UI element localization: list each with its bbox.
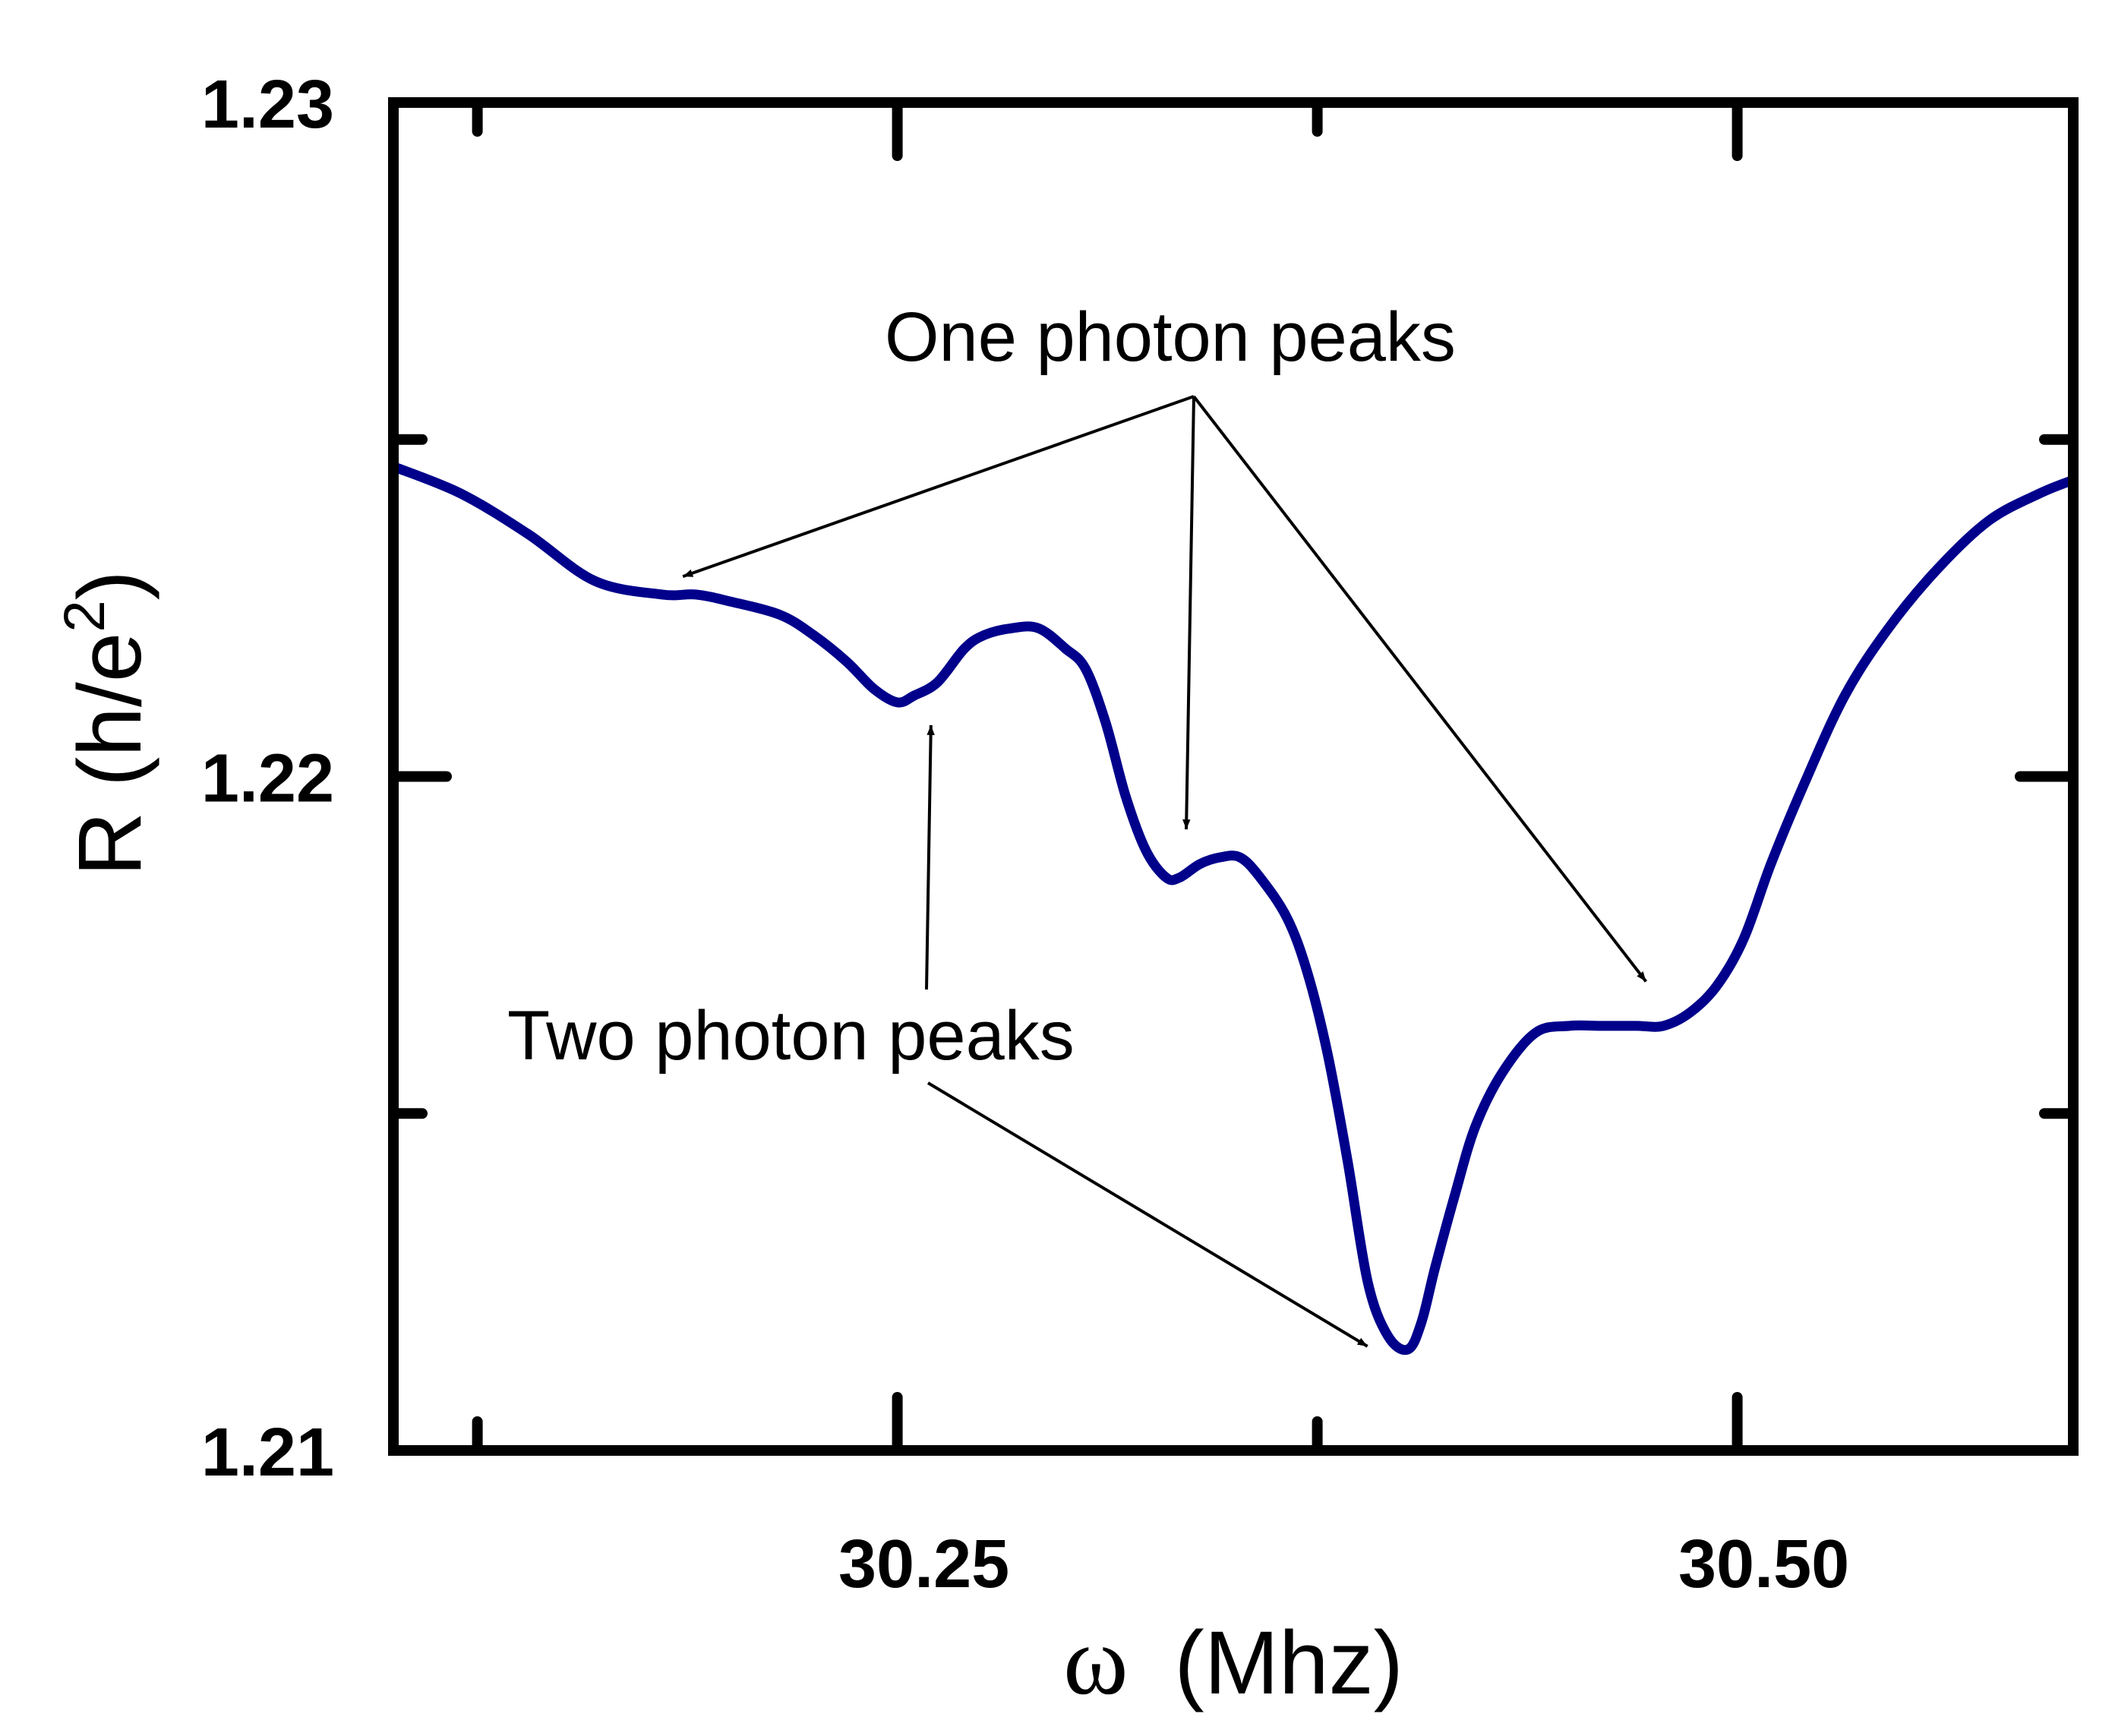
annotation-two-photon-arrow-0 <box>925 724 935 990</box>
y-axis-label-close: ) <box>60 570 160 600</box>
y-tick-label-0: 1.21 <box>201 1415 334 1491</box>
series-line-r <box>388 461 2079 1356</box>
x-axis-unit: (Mhz) <box>1174 1613 1403 1713</box>
y-tick-label-2: 1.23 <box>201 67 334 143</box>
y-tick-label-1: 1.22 <box>201 741 334 817</box>
plot-area-frame <box>388 97 2079 1456</box>
y-axis-label-sup: 2 <box>52 600 117 632</box>
annotation-one-photon-arrow-1 <box>1182 396 1195 830</box>
y-axis-label: R (h/e <box>60 633 160 876</box>
x-tick-label-1: 30.50 <box>1678 1526 1849 1602</box>
annotations-layer: One photon peaks Two photon peaks <box>507 298 1648 1348</box>
y-axis-title: R (h/e2) <box>52 570 160 876</box>
x-axis-title: ω (Mhz) <box>1063 1606 1403 1715</box>
annotation-two-photon-arrow-1 <box>926 1081 1368 1348</box>
x-axis-symbol: ω <box>1063 1606 1129 1715</box>
annotation-one-photon-label: One photon peaks <box>885 298 1456 376</box>
annotation-two-photon-label: Two photon peaks <box>507 997 1075 1075</box>
annotation-one-photon-arrow-2 <box>1192 395 1648 983</box>
tick-labels-layer: 30.25 30.50 1.21 1.22 1.23 <box>201 67 1849 1602</box>
annotation-one-photon-arrow-0 <box>682 395 1195 579</box>
x-tick-label-0: 30.25 <box>838 1526 1009 1602</box>
